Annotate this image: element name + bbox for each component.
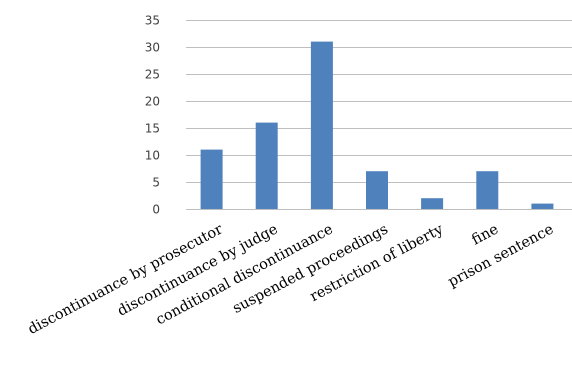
gridlines	[186, 20, 572, 210]
y-tick-label: 35	[145, 14, 160, 28]
y-tick-label: 0	[152, 203, 160, 217]
y-axis-ticks: 0 5 10 15 20 25 30 35	[145, 14, 160, 217]
y-tick-label: 10	[145, 149, 160, 163]
bar	[476, 171, 499, 209]
x-axis-labels: discontinuance by prosecutordiscontinuan…	[25, 221, 556, 338]
y-tick-label: 15	[145, 122, 160, 136]
bar	[310, 41, 333, 209]
y-tick-label: 25	[145, 68, 160, 82]
x-category-label: fine	[469, 221, 501, 248]
bars	[200, 41, 554, 209]
bar	[366, 171, 388, 209]
bar	[200, 149, 223, 209]
y-tick-label: 5	[152, 176, 160, 190]
x-category-label: prison sentence	[446, 221, 557, 290]
bar	[421, 198, 444, 209]
bar	[531, 203, 554, 209]
y-tick-label: 20	[145, 95, 160, 109]
y-tick-label: 30	[145, 41, 160, 55]
bar	[255, 122, 278, 209]
